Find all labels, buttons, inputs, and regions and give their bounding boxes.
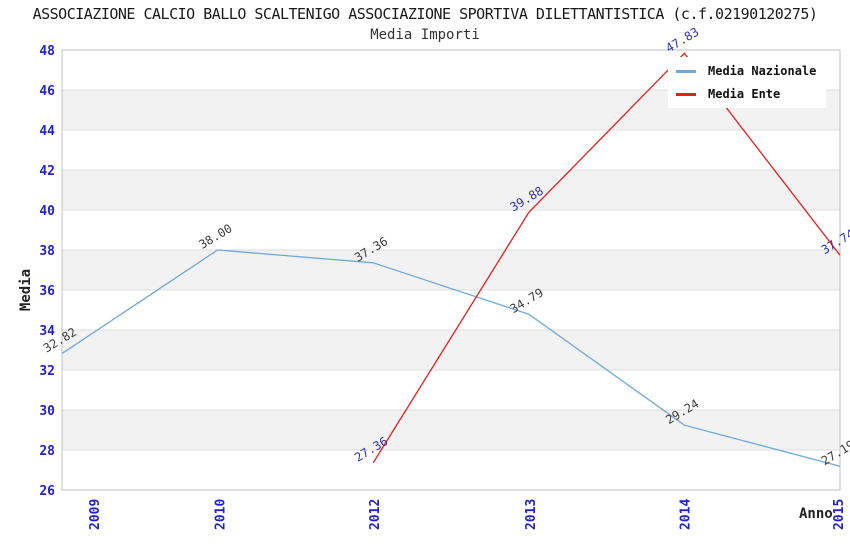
legend-line-swatch-blue [676,69,696,73]
plot-band [62,410,840,450]
x-tick-label: 2012 [368,499,383,530]
legend-item-media-nazionale: Media Nazionale [676,64,816,78]
x-tick-label: 2010 [214,499,229,530]
series-line [372,52,841,464]
legend-label: Media Ente [708,87,781,101]
x-tick-label: 2014 [678,499,693,530]
y-tick-label: 38 [39,244,55,259]
plot-band [62,370,840,410]
y-axis-title: Media [18,268,34,312]
legend-line-swatch-red [676,92,696,96]
y-tick-label: 28 [39,444,55,459]
plot-band [62,330,840,370]
legend: Media Nazionale Media Ente [668,57,827,108]
plot-band [62,210,840,250]
plot-band [62,450,840,490]
x-axis-title: Anno [799,506,833,522]
y-tick-label: 34 [39,324,55,339]
x-tick-label: 2013 [524,499,539,530]
y-tick-label: 36 [39,284,55,299]
plot-band [62,130,840,170]
y-tick-label: 44 [39,124,55,139]
y-tick-label: 30 [39,404,55,419]
y-tick-label: 40 [39,204,55,219]
legend-item-media-ente: Media Ente [676,87,816,101]
legend-label: Media Nazionale [708,64,817,78]
x-tick-label: 2015 [832,499,847,530]
y-tick-label: 48 [39,44,55,59]
y-tick-label: 46 [39,84,55,99]
y-tick-label: 42 [39,164,55,179]
series-line [61,249,841,467]
plot-band [62,290,840,330]
x-tick-label: 2009 [88,499,103,530]
y-tick-label: 26 [39,484,55,499]
chart-subtitle: Media Importi [370,27,480,43]
plot-band [62,170,840,210]
plot-border [61,49,841,491]
chart-title: ASSOCIAZIONE CALCIO BALLO SCALTENIGO ASS… [32,5,818,23]
plot-band [62,250,840,290]
y-tick-label: 32 [39,364,55,379]
